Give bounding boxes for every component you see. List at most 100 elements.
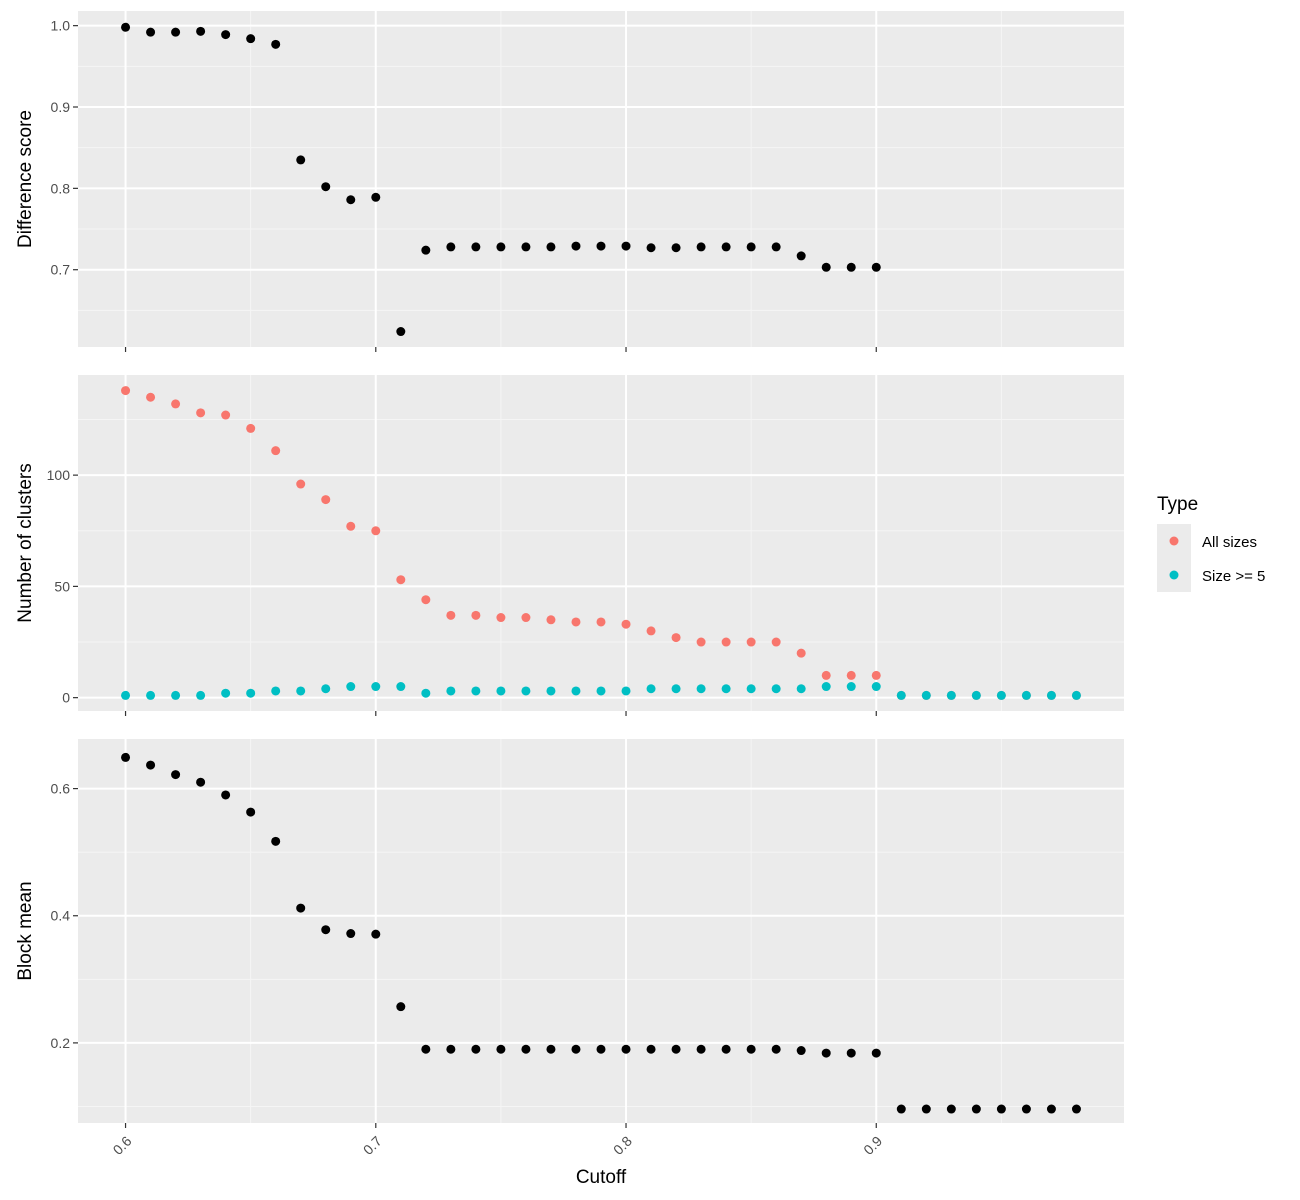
data-point-top [171,27,181,37]
data-point-top [421,245,431,255]
data-point-size-5 [121,690,131,700]
data-point-bottom [496,1044,506,1054]
data-point-size-5 [871,682,881,692]
y-axis-title-top: Difference score [15,110,36,248]
y-tick-label-middle: 100 [47,467,71,483]
data-point-bottom [746,1044,756,1054]
y-axis-title-middle: Number of clusters [15,463,36,622]
data-point-size-5 [971,690,981,700]
data-point-size-5 [846,682,856,692]
data-point-all-sizes [296,479,306,489]
data-point-bottom [321,925,331,935]
data-point-top [246,34,256,44]
data-point-top [471,242,481,252]
data-point-bottom [171,770,181,780]
data-point-size-5 [1021,690,1031,700]
data-point-bottom [921,1104,931,1114]
data-point-size-5 [546,686,556,696]
data-point-all-sizes [796,648,806,658]
y-tick-label-top: 0.8 [51,180,71,196]
y-tick-label-middle: 50 [54,578,70,594]
data-point-top [646,243,656,253]
data-point-bottom [146,760,156,770]
data-point-bottom [871,1048,881,1058]
data-point-bottom [596,1044,606,1054]
data-point-all-sizes [146,392,156,402]
x-axis-title: Cutoff [576,1167,627,1188]
data-point-all-sizes [371,526,381,536]
data-point-size-5 [796,684,806,694]
data-point-all-sizes [246,423,256,433]
data-point-all-sizes [521,613,531,623]
data-point-top [621,241,631,251]
data-point-top [196,26,206,36]
y-tick-label-top: 1.0 [51,18,71,34]
data-point-all-sizes [571,617,581,627]
data-point-all-sizes [446,610,456,620]
data-point-top [496,242,506,252]
data-point-size-5 [746,684,756,694]
data-point-bottom [946,1104,956,1114]
y-tick-label-top: 0.7 [51,262,71,278]
data-point-size-5 [921,690,931,700]
data-point-bottom [271,836,281,846]
panel-background-bottom [78,739,1124,1123]
x-tick-label: 0.7 [360,1133,385,1158]
data-point-bottom [971,1104,981,1114]
data-point-bottom [346,929,356,939]
data-point-top [146,27,156,37]
data-point-top [671,243,681,253]
legend-label-all-sizes: All sizes [1202,534,1257,551]
panel-middle: 0 50 100 Number of clusters [15,375,1124,716]
data-point-bottom [721,1044,731,1054]
data-point-bottom [846,1048,856,1058]
data-point-all-sizes [696,637,706,647]
data-point-top [546,242,556,252]
data-point-bottom [396,1002,406,1012]
data-point-size-5 [321,684,331,694]
data-point-size-5 [671,684,681,694]
data-point-size-5 [221,688,231,698]
data-point-size-5 [346,682,356,692]
y-tick-label-top: 0.9 [51,99,71,115]
data-point-top [346,195,356,205]
data-point-top [396,327,406,337]
data-point-size-5 [821,682,831,692]
data-point-size-5 [896,690,906,700]
data-point-bottom [771,1044,781,1054]
data-point-bottom [421,1044,431,1054]
data-point-size-5 [1046,690,1056,700]
y-axis-title-bottom: Block mean [15,881,36,980]
data-point-top [571,241,581,251]
data-point-bottom [1021,1104,1031,1114]
data-point-all-sizes [271,446,281,456]
data-point-all-sizes [121,386,131,396]
data-point-size-5 [271,686,281,696]
y-tick-label-bottom: 0.4 [51,908,71,924]
data-point-bottom [371,929,381,939]
data-point-bottom [696,1044,706,1054]
y-tick-label-middle: 0 [62,690,70,706]
legend-key-all-sizes [1169,536,1179,546]
data-point-bottom [296,903,306,913]
data-point-bottom [1046,1104,1056,1114]
data-point-bottom [796,1046,806,1056]
x-tick-label: 0.6 [110,1133,135,1158]
data-point-all-sizes [871,670,881,680]
data-point-bottom [896,1104,906,1114]
data-point-bottom [621,1044,631,1054]
data-point-bottom [571,1044,581,1054]
data-point-size-5 [771,684,781,694]
data-point-bottom [1071,1104,1081,1114]
data-point-all-sizes [396,575,406,585]
data-point-bottom [821,1048,831,1058]
data-point-bottom [246,807,256,817]
data-point-all-sizes [746,637,756,647]
y-tick-label-bottom: 0.2 [51,1035,71,1051]
data-point-size-5 [171,690,181,700]
data-point-all-sizes [721,637,731,647]
data-point-top [521,242,531,252]
data-point-size-5 [696,684,706,694]
data-point-top [821,262,831,272]
data-point-bottom [521,1044,531,1054]
